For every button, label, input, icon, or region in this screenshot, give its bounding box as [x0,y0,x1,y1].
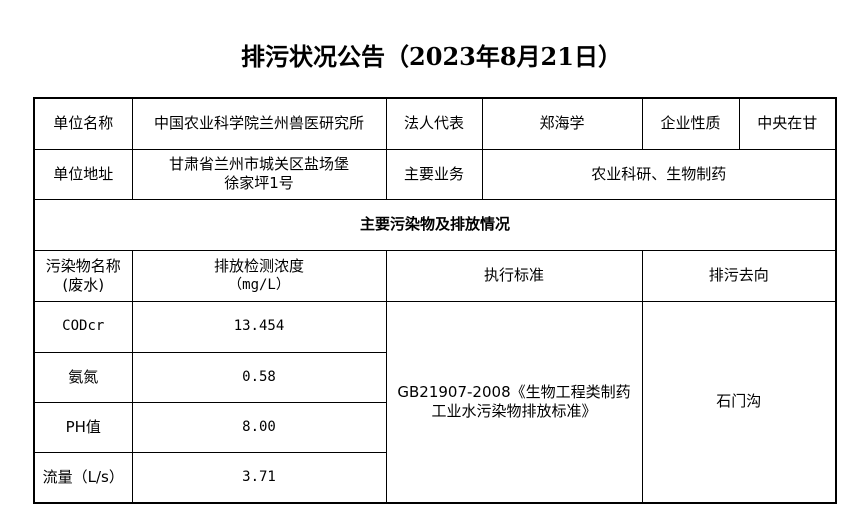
header-name-line1: 污染物名称 [45,256,121,275]
pollutant-name: CODcr [33,300,133,353]
legal-rep-label: 法人代表 [385,97,483,150]
nature: 中央在甘 [738,97,837,150]
header-concentration: 排放检测浓度 （mg/L） [131,249,387,302]
header-name: 污染物名称 (废水) [33,249,133,302]
address-label: 单位地址 [33,148,133,200]
destination: 石门沟 [641,300,837,504]
address-line2: 徐家坪1号 [224,174,294,192]
pollutant-value: 3.71 [131,451,387,504]
business-label: 主要业务 [385,148,483,200]
page-title: 排污状况公告（2023年8月21日） [241,42,622,71]
header-destination: 排污去向 [641,249,837,302]
pollutant-value: 8.00 [131,401,387,453]
discharge-table: 单位名称 中国农业科学院兰州兽医研究所 法人代表 郑海学 企业性质 中央在甘 单… [33,97,837,504]
header-conc-line2: （mg/L） [228,276,290,293]
unit-name-label: 单位名称 [33,97,133,150]
pollutant-name: 氨氮 [33,351,133,403]
address-line1: 甘肃省兰州市城关区盐场堡 [168,155,349,173]
legal-rep: 郑海学 [481,97,643,150]
pollutant-name: 流量（L/s） [33,451,133,504]
table-row: 氨氮 0.58 [33,351,836,403]
standard-line2: 工业水污染物排放标准》 [431,401,597,420]
nature-label: 企业性质 [641,97,740,150]
address: 甘肃省兰州市城关区盐场堡 徐家坪1号 [131,148,387,200]
unit-name: 中国农业科学院兰州兽医研究所 [131,97,387,150]
header-name-line2: (废水) [62,275,105,294]
pollutant-value: 0.58 [131,351,387,403]
table-row: CODcr 13.454 GB21907-2008《生物工程类制药 工业水污染物排… [33,300,837,504]
table-row: PH值 8.00 [33,401,836,453]
pollutant-name: PH值 [33,401,133,453]
header-conc-line1: 排放检测浓度 [213,256,304,275]
standard-line1: GB21907-2008《生物工程类制药 [397,382,631,401]
header-standard: 执行标准 [385,249,643,302]
section-title: 主要污染物及排放情况 [33,198,837,251]
business: 农业科研、生物制药 [481,148,837,200]
table-row: 流量（L/s） 3.71 [33,451,836,504]
standard: GB21907-2008《生物工程类制药 工业水污染物排放标准》 [385,300,643,504]
pollutant-value: 13.454 [131,300,387,353]
